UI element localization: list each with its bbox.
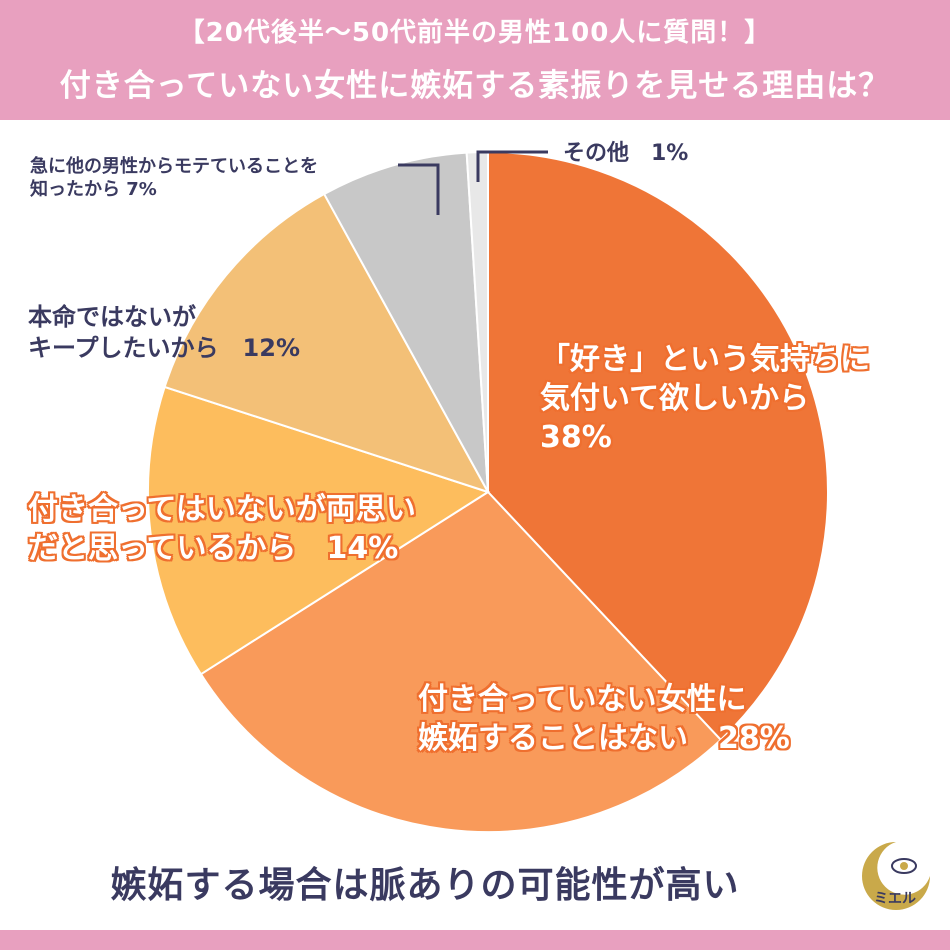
label-slice-28: 付き合っていない女性に 嫉妬することはない 28% xyxy=(418,682,790,756)
label-slice-14: 付き合ってはいないが両思い だと思っているから 14% xyxy=(28,492,416,566)
footer-conclusion: 嫉妬する場合は脈ありの可能性が高い xyxy=(110,865,740,906)
label-slice-12: 本命ではないが キープしたいから 12% xyxy=(28,303,301,363)
pie-slice-1 xyxy=(487,150,829,742)
label-slice-other: その他 1% xyxy=(563,141,689,166)
pie-slice-3 xyxy=(147,385,491,676)
pie-slice-4 xyxy=(163,192,491,494)
pie-slice-5 xyxy=(322,151,489,493)
leader-line-other xyxy=(476,150,548,182)
pie-slice-2 xyxy=(199,490,723,833)
header-banner: 【20代後半～50代前半の男性100人に質問！】 付き合っていない女性に嫉妬する… xyxy=(0,0,950,120)
label-slice-38: 「好き」という気持ちに 気付いて欲しいから 38% xyxy=(540,342,870,455)
label-slice-7: 急に他の男性からモテていることを 知ったから 7% xyxy=(30,156,318,201)
bottom-band xyxy=(0,930,950,950)
header-subtitle: 【20代後半～50代前半の男性100人に質問！】 xyxy=(178,18,772,48)
logo-brand: ミエル xyxy=(874,891,916,907)
leader-line-7pct xyxy=(398,163,440,215)
logo: ミエル xyxy=(856,836,936,916)
header-title: 付き合っていない女性に嫉妬する素振りを見せる理由は？ xyxy=(59,68,891,104)
moon-eye-icon xyxy=(862,842,930,910)
